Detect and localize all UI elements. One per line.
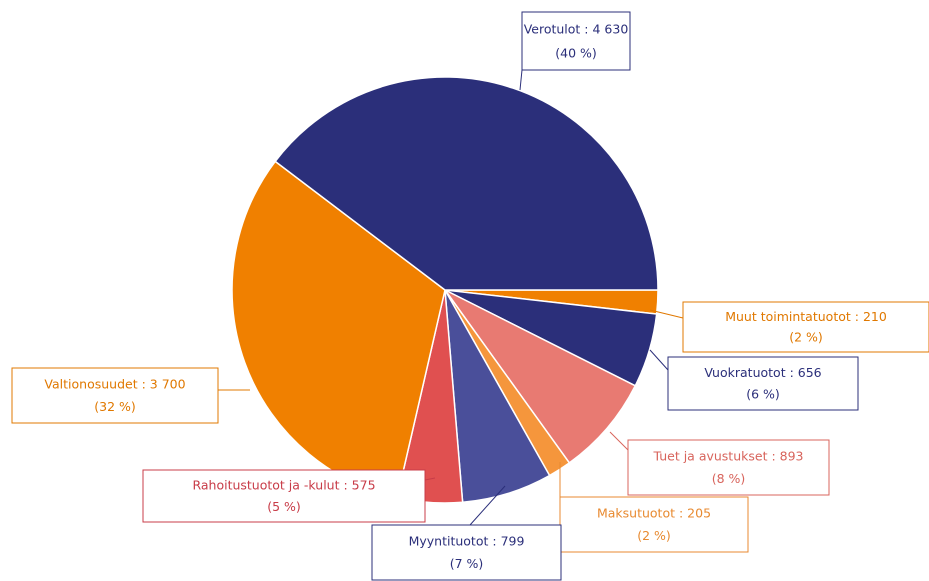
separator: : — [138, 376, 150, 391]
leader-line — [424, 477, 436, 481]
value-label: 3 700 — [150, 376, 186, 391]
data-label: Maksutuotot : 205 — [597, 505, 711, 520]
value-label: 205 — [687, 505, 711, 520]
category-name: Maksutuotot — [597, 505, 675, 520]
separator: : — [851, 309, 863, 324]
separator: : — [786, 364, 798, 379]
label-box — [142, 469, 426, 523]
category-name: Verotulot — [524, 21, 581, 36]
percent-label: (2 %) — [789, 330, 823, 345]
percent-label: (8 %) — [712, 471, 746, 486]
percent-label: (7 %) — [450, 556, 484, 571]
value-label: 893 — [780, 448, 804, 463]
leader-line — [609, 431, 629, 451]
leader-line — [649, 349, 669, 371]
percent-label: (2 %) — [637, 528, 671, 543]
value-label: 799 — [501, 533, 525, 548]
separator: : — [675, 505, 687, 520]
category-name: Muut toimintatuotot — [725, 309, 851, 324]
category-name: Myyntituotot — [409, 533, 489, 548]
value-label: 575 — [352, 477, 376, 492]
data-label: Vuokratuotot : 656 — [704, 364, 821, 379]
data-label: Muut toimintatuotot : 210 — [725, 309, 887, 324]
leader-line — [519, 69, 523, 91]
percent-label: (40 %) — [555, 45, 597, 60]
pie-slice — [274, 76, 659, 291]
percent-label: (5 %) — [267, 499, 301, 514]
label-box — [521, 11, 631, 71]
separator: : — [580, 21, 592, 36]
category-name: Tuet ja avustukset — [652, 448, 767, 463]
leader-line — [649, 309, 684, 319]
category-name: Vuokratuotot — [704, 364, 785, 379]
leader-line — [469, 485, 506, 526]
label-box — [667, 356, 859, 411]
percent-label: (6 %) — [746, 387, 780, 402]
label-box — [371, 524, 562, 581]
separator: : — [340, 477, 352, 492]
label-box — [11, 367, 219, 424]
separator: : — [767, 448, 779, 463]
label-box — [559, 496, 749, 553]
value-label: 210 — [863, 309, 887, 324]
data-label: Verotulot : 4 630 — [524, 21, 629, 36]
separator: : — [488, 533, 500, 548]
percent-label: (32 %) — [94, 399, 136, 414]
value-label: 4 630 — [593, 21, 629, 36]
label-box — [627, 439, 830, 496]
category-name: Valtionosuudet — [44, 376, 137, 391]
value-label: 656 — [798, 364, 822, 379]
pie-slice — [444, 289, 637, 464]
category-name: Rahoitustuotot ja -kulut — [192, 477, 339, 492]
data-label: Rahoitustuotot ja -kulut : 575 — [192, 477, 375, 492]
data-label: Tuet ja avustukset : 893 — [652, 448, 803, 463]
data-label: Myyntituotot : 799 — [409, 533, 525, 548]
label-box — [682, 301, 929, 353]
data-label: Valtionosuudet : 3 700 — [44, 376, 185, 391]
